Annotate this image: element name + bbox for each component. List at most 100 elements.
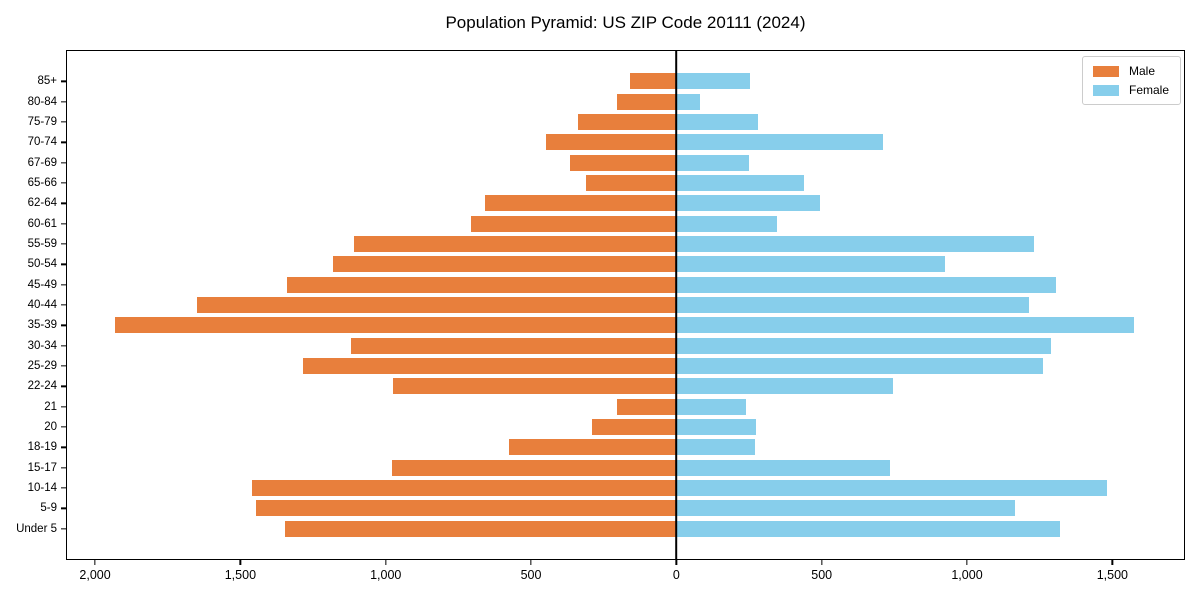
- male-bar: [570, 154, 677, 171]
- male-bar: [333, 256, 677, 273]
- y-tick-mark: [61, 223, 66, 225]
- y-tick-label: 15-17: [27, 461, 57, 474]
- female-bar: [676, 439, 755, 456]
- legend-label: Male: [1128, 64, 1155, 78]
- y-tick-label: 20: [44, 421, 57, 433]
- y-tick-label: 55-59: [27, 237, 57, 250]
- y-tick-mark: [61, 446, 66, 448]
- male-bar: [629, 73, 677, 90]
- y-tick-label: 75-79: [27, 115, 57, 128]
- y-tick-mark: [61, 324, 66, 326]
- y-tick-mark: [61, 161, 66, 164]
- male-bar: [391, 459, 677, 476]
- y-tick-label: 70-74: [27, 136, 57, 149]
- y-tick-mark: [61, 345, 66, 347]
- male-bar: [350, 337, 677, 354]
- male-bar: [586, 174, 677, 192]
- male-bar: [616, 398, 677, 415]
- x-tick-label: 1,000: [951, 568, 983, 582]
- y-tick-mark: [61, 528, 66, 530]
- y-tick-label: 65-66: [27, 176, 57, 189]
- y-tick-mark: [61, 121, 66, 123]
- y-tick-mark: [61, 487, 66, 489]
- female-bar: [676, 174, 805, 192]
- female-bar: [676, 459, 890, 476]
- female-bar: [676, 276, 1056, 293]
- y-tick-label: 18-19: [27, 441, 57, 454]
- y-tick-label: 25-29: [27, 360, 57, 372]
- y-tick-mark: [61, 263, 66, 265]
- x-tick-label: 1,000: [370, 568, 402, 582]
- legend: Male Female: [1081, 56, 1181, 105]
- female-bar: [676, 73, 751, 90]
- male-bar: [252, 479, 677, 497]
- y-tick-mark: [61, 467, 66, 469]
- male-bar: [616, 93, 677, 110]
- female-bar: [676, 235, 1034, 253]
- y-tick-mark: [61, 80, 66, 82]
- male-bar: [592, 418, 677, 436]
- female-bar: [676, 479, 1107, 497]
- chart-title: Population Pyramid: US ZIP Code 20111 (2…: [445, 13, 806, 32]
- y-tick-label: 85+: [37, 75, 57, 88]
- female-bar: [676, 398, 747, 415]
- female-bar: [676, 215, 777, 232]
- y-tick-label: 35-39: [27, 319, 57, 332]
- male-bar: [545, 134, 677, 151]
- y-tick-label: 67-69: [27, 156, 57, 169]
- y-tick-label: 62-64: [27, 197, 57, 210]
- y-tick-mark: [61, 202, 66, 204]
- male-bar: [509, 439, 677, 456]
- y-tick-label: Under 5: [16, 522, 57, 535]
- female-bar: [676, 337, 1052, 354]
- y-tick-label: 22-24: [27, 380, 57, 393]
- male-bar: [353, 235, 677, 253]
- female-bar: [676, 93, 700, 110]
- female-bar: [676, 418, 757, 436]
- y-tick-label: 30-34: [27, 339, 57, 352]
- zero-axis-line: [675, 50, 678, 560]
- y-tick-label: 5-9: [40, 502, 57, 515]
- y-tick-mark: [61, 365, 66, 367]
- y-tick-label: 80-84: [27, 95, 57, 108]
- y-tick-mark: [61, 100, 66, 103]
- x-tick-mark: [821, 560, 823, 565]
- y-tick-mark: [61, 304, 66, 306]
- plot-area: Male Female 85+ 80-84 75-79 70-74 67-69 65-66 6…: [16, 50, 1185, 582]
- legend-label: Female: [1128, 83, 1169, 97]
- x-tick-label: 1,500: [224, 568, 257, 582]
- y-tick-mark: [61, 507, 66, 509]
- x-tick-mark: [966, 560, 968, 565]
- male-bar: [577, 113, 677, 131]
- female-bar: [676, 500, 1015, 517]
- y-tick-mark: [61, 385, 66, 387]
- y-tick-label: 45-49: [27, 278, 57, 291]
- x-tick-mark: [94, 560, 96, 565]
- male-bar: [115, 317, 677, 334]
- male-bar: [471, 215, 677, 232]
- male-bar: [256, 500, 677, 517]
- y-tick-mark: [61, 426, 66, 428]
- x-tick-mark: [385, 560, 387, 565]
- x-tick-label: 500: [811, 568, 833, 582]
- y-tick-mark: [61, 141, 66, 143]
- female-bar: [676, 154, 750, 171]
- male-swatch: [1092, 65, 1119, 77]
- y-tick-label: 50-54: [27, 258, 57, 271]
- female-bar: [676, 520, 1061, 537]
- legend-item: Female: [1092, 83, 1169, 97]
- y-tick-label: 21: [44, 400, 57, 413]
- y-tick-label: 60-61: [27, 217, 57, 230]
- x-tick-mark: [675, 560, 678, 565]
- female-bar: [676, 378, 893, 395]
- female-bar: [676, 195, 821, 212]
- male-bar: [285, 520, 677, 537]
- x-tick-label: 500: [520, 568, 542, 582]
- x-tick-mark: [239, 560, 242, 565]
- male-bar: [302, 357, 677, 375]
- y-tick-mark: [61, 182, 66, 184]
- y-tick-mark: [61, 406, 66, 408]
- male-bar: [196, 296, 677, 314]
- male-bar: [286, 276, 677, 293]
